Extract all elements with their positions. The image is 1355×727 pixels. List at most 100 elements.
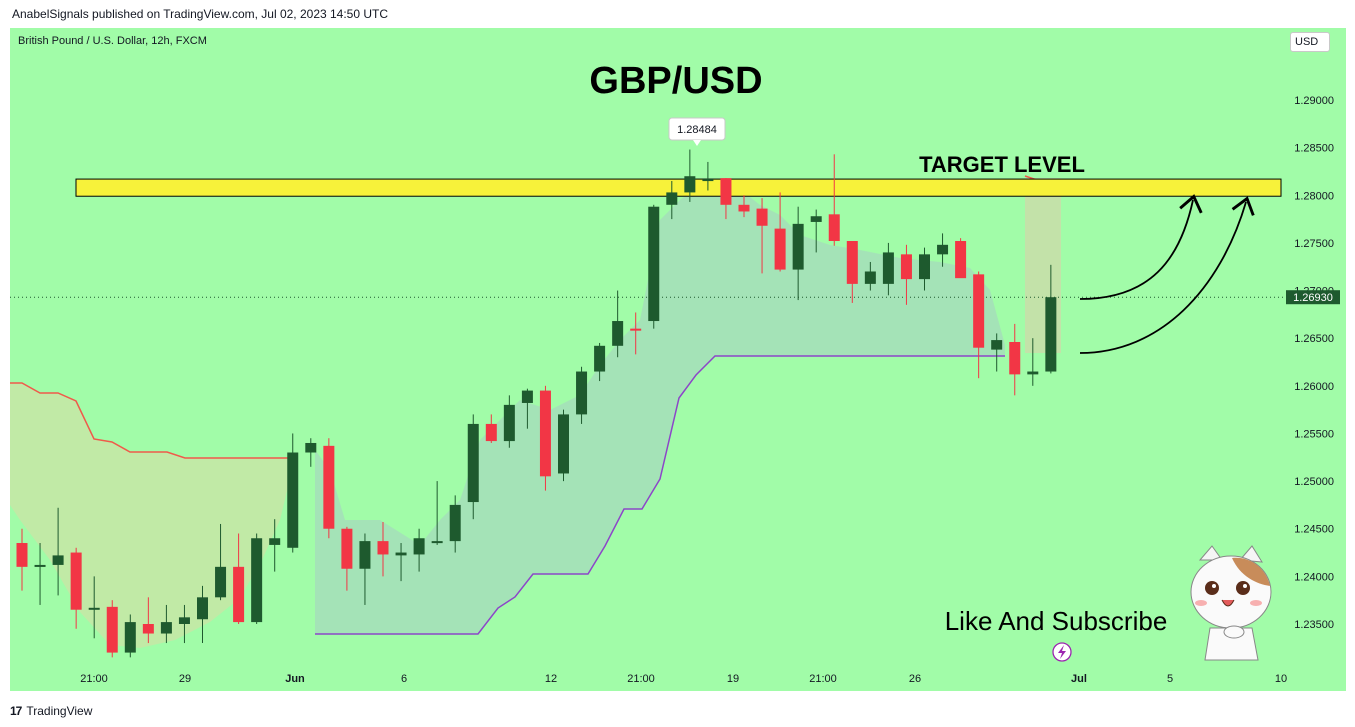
candle: [178, 604, 190, 644]
price-axis[interactable]: 1.290001.285001.280001.275001.270001.265…: [1294, 95, 1334, 631]
candle: [233, 533, 245, 624]
candle: [828, 154, 840, 246]
candle-body: [449, 504, 461, 542]
candle: [576, 366, 588, 424]
candle: [756, 198, 768, 274]
x-tick-label: 21:00: [80, 673, 108, 685]
candle: [341, 526, 353, 591]
candle: [648, 204, 660, 329]
candle: [377, 522, 389, 577]
cat-sticker: [1190, 545, 1272, 661]
lower-band-line: [315, 355, 1005, 635]
candle-body: [630, 328, 642, 331]
footer-brand-text: TradingView: [26, 704, 93, 718]
candle: [810, 209, 822, 253]
candle-body: [612, 321, 624, 346]
candle: [864, 261, 876, 291]
candle-body: [973, 274, 985, 348]
candle-body: [34, 564, 46, 567]
candle: [558, 409, 569, 482]
candle-body: [1027, 371, 1039, 375]
candle: [1027, 338, 1039, 386]
y-tick-label: 1.28000: [1294, 190, 1334, 202]
candle-body: [467, 423, 479, 503]
x-tick-label: 12: [545, 673, 557, 685]
candle: [702, 161, 714, 191]
candle: [539, 385, 551, 491]
candle-body: [576, 371, 588, 415]
candle: [269, 519, 281, 572]
candle: [34, 543, 46, 605]
candle-body: [341, 528, 353, 569]
candle: [431, 481, 443, 545]
candle-body: [828, 214, 840, 242]
last-price-label: 1.26930: [1293, 292, 1333, 304]
published-line: AnabelSignals published on TradingView.c…: [12, 7, 389, 21]
y-tick-label: 1.25000: [1294, 476, 1334, 488]
x-tick-label: 21:00: [809, 673, 837, 685]
candle-body: [900, 254, 912, 280]
candle: [449, 495, 461, 553]
candle-body: [142, 624, 154, 634]
candle: [251, 533, 263, 624]
candle: [503, 395, 515, 448]
y-tick-label: 1.26500: [1294, 333, 1334, 345]
x-tick-label: 10: [1275, 673, 1287, 685]
candle-body: [756, 208, 768, 226]
candle: [1045, 264, 1057, 374]
candle-body: [702, 179, 714, 182]
candle: [666, 180, 678, 220]
candle-body: [1045, 297, 1057, 372]
candle-body: [666, 192, 678, 205]
candle: [792, 206, 804, 301]
y-tick-label: 1.25500: [1294, 428, 1334, 440]
peak-label: 1.28484: [677, 124, 717, 136]
candle-body: [16, 543, 28, 567]
x-tick-label: 19: [727, 673, 739, 685]
projection-arrow-2: [1079, 196, 1255, 354]
candle-body: [52, 555, 64, 565]
candle-body: [882, 252, 894, 284]
candle-body: [160, 622, 172, 634]
candle: [52, 507, 64, 596]
candle-body: [774, 228, 786, 270]
candle: [142, 597, 154, 644]
x-tick-label: Jul: [1071, 673, 1087, 685]
candle-body: [233, 566, 245, 623]
candle: [215, 523, 227, 601]
candle-body: [937, 244, 949, 255]
footer-brand[interactable]: 17 TradingView: [10, 702, 92, 720]
candle-body: [485, 423, 497, 442]
candle: [900, 244, 912, 305]
candle: [973, 271, 985, 379]
candle-body: [955, 241, 967, 279]
candle-body: [106, 606, 118, 653]
candle-body: [251, 538, 263, 623]
target-zone[interactable]: [75, 178, 1282, 197]
candle-body: [178, 617, 190, 624]
candle: [846, 241, 858, 303]
x-tick-label: 21:00: [627, 673, 655, 685]
candle-body: [431, 541, 443, 544]
candles-group: [16, 149, 1057, 658]
chart-title: GBP/USD: [589, 60, 762, 102]
candle: [955, 238, 967, 279]
x-tick-label: 26: [909, 673, 921, 685]
candle: [197, 585, 208, 644]
upper-band-line: [10, 382, 295, 459]
candle-body: [991, 340, 1003, 350]
currency-button[interactable]: USD: [1290, 32, 1330, 52]
time-axis[interactable]: 21:00 29 Jun 6 12 21:00 19 21:00 26 Jul 5 10: [80, 673, 1287, 685]
candle: [612, 290, 624, 358]
candle: [395, 543, 407, 582]
lightning-icon[interactable]: [1052, 642, 1072, 662]
promo-text: Like And Subscribe: [945, 606, 1168, 636]
lower-band-fill: [315, 185, 1005, 634]
candle: [485, 414, 497, 443]
candle: [413, 528, 425, 572]
candle-body: [684, 176, 696, 193]
last-price-tag: [1286, 290, 1340, 305]
candle-body: [287, 452, 299, 548]
candle: [991, 333, 1003, 372]
